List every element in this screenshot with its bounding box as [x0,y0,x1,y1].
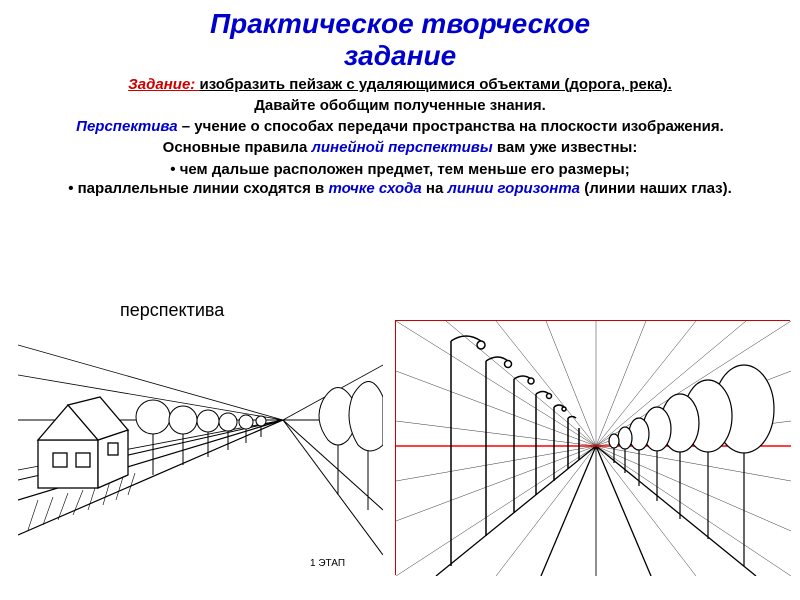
summary-line: Давайте обобщим полученные знания. [0,95,800,116]
bullet-1: чем дальше расположен предмет, тем меньш… [0,160,800,179]
task-line: Задание: изобразить пейзаж с удаляющимис… [0,74,800,95]
b2a: параллельные линии сходятся в [78,180,329,197]
task-text: изобразить пейзаж с удаляющимися объекта… [199,76,671,93]
b2b: точке схода [328,180,421,197]
title-line2: задание [344,40,456,71]
right-perspective-diagram [395,320,790,575]
b2d: линии горизонта [448,180,581,197]
b2e: (линии наших глаз). [580,180,732,197]
perspective-term: Перспектива [76,118,177,135]
perspective-label: перспектива [120,300,224,321]
page-title: Практическое творческое задание [0,0,800,74]
rules-intro: Основные правила линейной перспективы ва… [0,137,800,158]
rules-intro-b: линейной перспективы [312,139,493,156]
task-label: Задание: [128,76,199,93]
left-perspective-diagram [18,325,383,570]
perspective-def-text: – учение о способах передачи пространств… [178,118,724,135]
rules-intro-c: вам уже известны: [493,139,638,156]
rules-intro-a: Основные правила [163,139,312,156]
title-line1: Практическое творческое [210,8,590,39]
rules-list: чем дальше расположен предмет, тем меньш… [0,160,800,198]
bullet-2: параллельные линии сходятся в точке сход… [0,179,800,198]
b2c: на [422,180,448,197]
stage-label: 1 ЭТАП [310,558,345,569]
perspective-def: Перспектива – учение о способах передачи… [0,116,800,137]
